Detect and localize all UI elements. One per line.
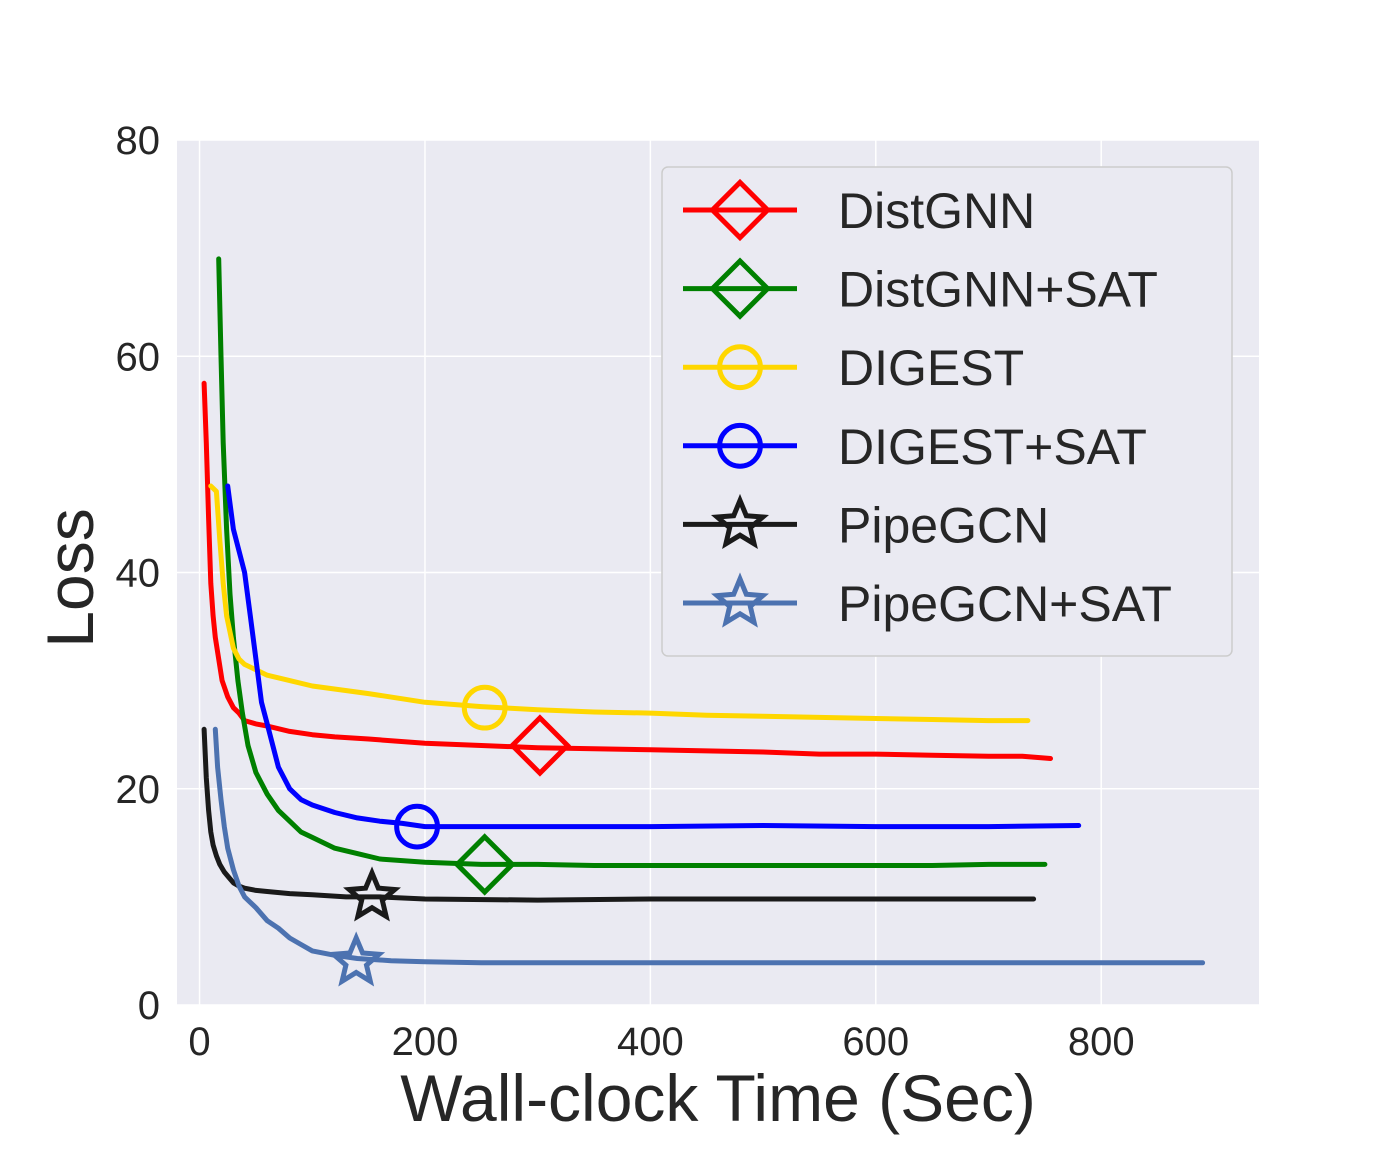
x-tick-label: 600 xyxy=(842,1020,909,1064)
y-tick-label: 40 xyxy=(116,552,161,596)
x-axis-title: Wall-clock Time (Sec) xyxy=(400,1061,1036,1135)
legend-marker-digest-sat xyxy=(717,422,763,469)
series-line-distgnn-sat xyxy=(216,256,1048,868)
legend-entry-digest-sat: DIGEST+SAT xyxy=(683,419,1147,475)
legend: DistGNN DistGNN+SAT DIGEST DIGEST+SAT PipeGC… xyxy=(661,166,1233,657)
legend-box xyxy=(661,166,1233,657)
legend-marker-distgnn xyxy=(708,178,772,242)
series-marker-distgnn-sat xyxy=(453,833,516,896)
series-marker-digest-sat xyxy=(394,803,440,850)
legend-marker-pipegcn-sat xyxy=(710,572,770,628)
legend-label: DIGEST xyxy=(838,340,1024,396)
legend-entry-digest: DIGEST xyxy=(683,340,1024,396)
series-marker-pipegcn xyxy=(343,866,401,922)
y-tick-label: 80 xyxy=(116,119,161,163)
legend-entry-pipegcn: PipeGCN xyxy=(683,493,1049,553)
x-tick-label: 0 xyxy=(188,1020,210,1064)
series-marker-digest xyxy=(461,684,508,731)
y-axis-ticks: 0 20 40 60 80 xyxy=(116,119,161,1028)
legend-label: DIGEST+SAT xyxy=(838,419,1147,475)
series-line-digest-sat xyxy=(225,483,1082,830)
legend-marker-pipegcn xyxy=(710,493,770,550)
legend-label: PipeGCN+SAT xyxy=(838,576,1172,632)
x-tick-label: 400 xyxy=(617,1020,684,1064)
x-tick-label: 800 xyxy=(1068,1020,1135,1064)
y-tick-label: 0 xyxy=(138,984,160,1028)
x-axis-ticks: 0 200 400 600 800 xyxy=(188,1020,1134,1064)
legend-label: DistGNN+SAT xyxy=(838,262,1158,318)
series-line-pipegcn-sat xyxy=(212,726,1206,966)
series-marker-distgnn xyxy=(508,714,572,777)
series-line-digest xyxy=(208,483,1031,724)
y-tick-label: 20 xyxy=(116,768,161,812)
legend-entry-distgnn: DistGNN xyxy=(683,178,1035,242)
grid-lines xyxy=(177,139,1259,1006)
x-tick-label: 200 xyxy=(392,1020,459,1064)
series-lines xyxy=(201,256,1206,966)
legend-entry-distgnn-sat: DistGNN+SAT xyxy=(683,257,1158,320)
legend-marker-digest xyxy=(717,344,763,391)
legend-label: PipeGCN xyxy=(838,497,1049,553)
y-tick-label: 60 xyxy=(116,335,161,379)
series-line-distgnn xyxy=(201,380,1053,761)
legend-entry-pipegcn-sat: PipeGCN+SAT xyxy=(683,572,1172,632)
legend-marker-distgnn-sat xyxy=(708,257,772,320)
series-marker-pipegcn-sat xyxy=(327,931,386,987)
legend-label: DistGNN xyxy=(838,183,1035,239)
series-markers xyxy=(327,684,572,987)
series-line-pipegcn xyxy=(201,726,1037,903)
y-axis-title: Loss xyxy=(33,508,107,647)
